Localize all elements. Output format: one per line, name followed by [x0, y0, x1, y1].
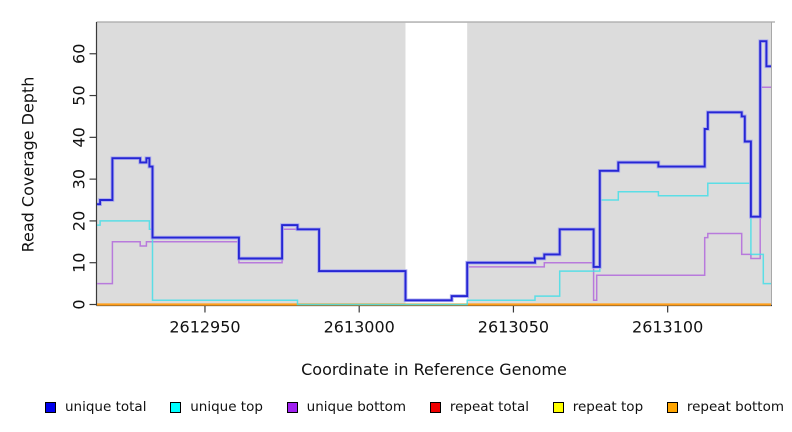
masked-region — [405, 22, 468, 306]
legend-swatch-repeat-top — [552, 401, 564, 413]
legend-swatch-repeat-bottom — [666, 401, 678, 413]
x-tick-label: 2613000 — [324, 318, 395, 337]
legend-item-unique-bottom: unique bottom — [286, 399, 407, 415]
y-tick-label: 60 — [70, 44, 89, 64]
y-tick-label: 50 — [70, 85, 89, 105]
legend-item-unique-top: unique top — [170, 399, 263, 415]
x-tick-label: 2613100 — [632, 318, 703, 337]
y-tick-label: 0 — [70, 299, 89, 309]
x-axis-title: Coordinate in Reference Genome — [301, 360, 567, 379]
y-tick-label: 20 — [70, 211, 89, 231]
legend-label: repeat top — [572, 399, 644, 415]
legend-item-repeat-top: repeat top — [552, 399, 644, 415]
legend-item-repeat-bottom: repeat bottom — [666, 399, 784, 415]
legend-label: unique top — [190, 399, 263, 415]
legend-swatch-repeat-total — [429, 401, 441, 413]
series-line-unique-total — [97, 40, 771, 302]
x-tick-label: 2613050 — [478, 318, 549, 337]
legend-item-unique-total: unique total — [45, 399, 146, 415]
legend-swatch-unique-bottom — [286, 401, 298, 413]
coverage-plot: 2612950 2613000 2613050 2613100 0 10 20 30 40 50 6… — [70, 21, 775, 337]
y-tick-label: 10 — [70, 253, 89, 273]
legend-swatch-unique-total — [45, 401, 56, 413]
legend-item-repeat-total: repeat total — [429, 399, 529, 415]
x-tick-label: 2612950 — [169, 318, 240, 337]
legend-swatch-unique-top — [170, 401, 182, 413]
y-tick-label: 30 — [70, 169, 89, 189]
legend-label: repeat total — [449, 399, 529, 415]
legend-label: unique total — [65, 399, 147, 415]
y-tick-label: 40 — [70, 127, 89, 147]
y-axis-title: Read Coverage Depth — [18, 76, 38, 253]
legend-label: unique bottom — [306, 399, 407, 415]
legend: unique total unique top unique bottom repea… — [0, 392, 792, 422]
legend-label: repeat bottom — [686, 399, 784, 415]
